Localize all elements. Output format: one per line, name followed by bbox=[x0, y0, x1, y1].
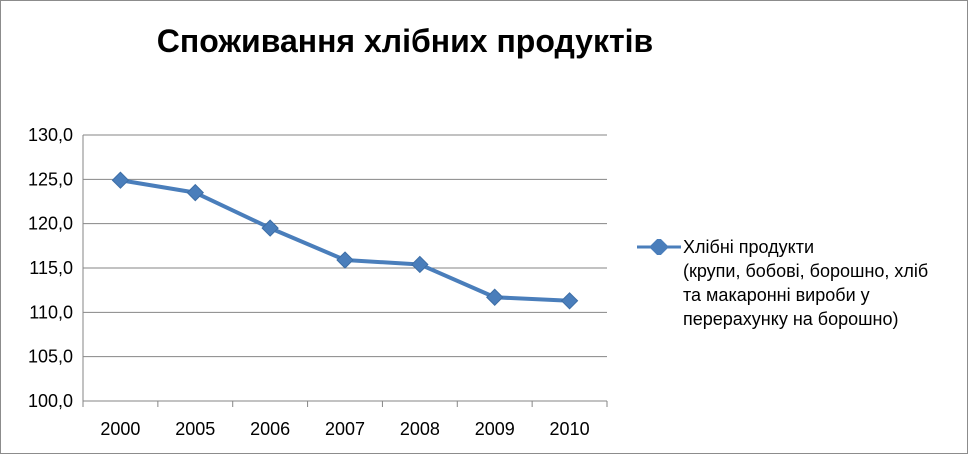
x-tick-label: 2007 bbox=[325, 419, 365, 439]
data-point bbox=[411, 255, 429, 274]
legend-marker bbox=[637, 239, 681, 255]
data-point bbox=[486, 288, 504, 306]
y-tick-label: 105,0 bbox=[28, 347, 73, 367]
y-tick-label: 130,0 bbox=[28, 125, 73, 145]
legend-label: Хлібні продукти (крупи, бобові, борошно,… bbox=[683, 235, 963, 331]
x-tick-label: 2006 bbox=[250, 419, 290, 439]
x-tick-label: 2000 bbox=[100, 419, 140, 439]
legend-line-1: Хлібні продукти bbox=[683, 237, 815, 257]
x-tick-label: 2009 bbox=[475, 419, 515, 439]
data-point bbox=[560, 292, 579, 310]
data-point bbox=[111, 171, 130, 189]
chart-title: Споживання хлібних продуктів bbox=[156, 23, 654, 59]
y-tick-label: 125,0 bbox=[28, 169, 73, 189]
x-tick-label: 2010 bbox=[550, 419, 590, 439]
data-point bbox=[186, 183, 204, 202]
legend-line-3: та макаронні вироби у bbox=[683, 285, 870, 305]
legend-line-2: (крупи, бобові, борошно, хліб bbox=[683, 261, 929, 281]
y-tick-label: 120,0 bbox=[28, 214, 73, 234]
y-tick-label: 115,0 bbox=[29, 258, 73, 278]
y-tick-label: 100,0 bbox=[28, 391, 73, 411]
series-line bbox=[120, 178, 570, 303]
data-point bbox=[336, 251, 354, 269]
x-tick-label: 2005 bbox=[175, 419, 215, 439]
data-point bbox=[261, 219, 279, 237]
y-tick-label: 110,0 bbox=[29, 302, 73, 322]
legend-line-4: перерахунку на борошно) bbox=[683, 309, 899, 329]
x-tick-label: 2008 bbox=[400, 419, 440, 439]
